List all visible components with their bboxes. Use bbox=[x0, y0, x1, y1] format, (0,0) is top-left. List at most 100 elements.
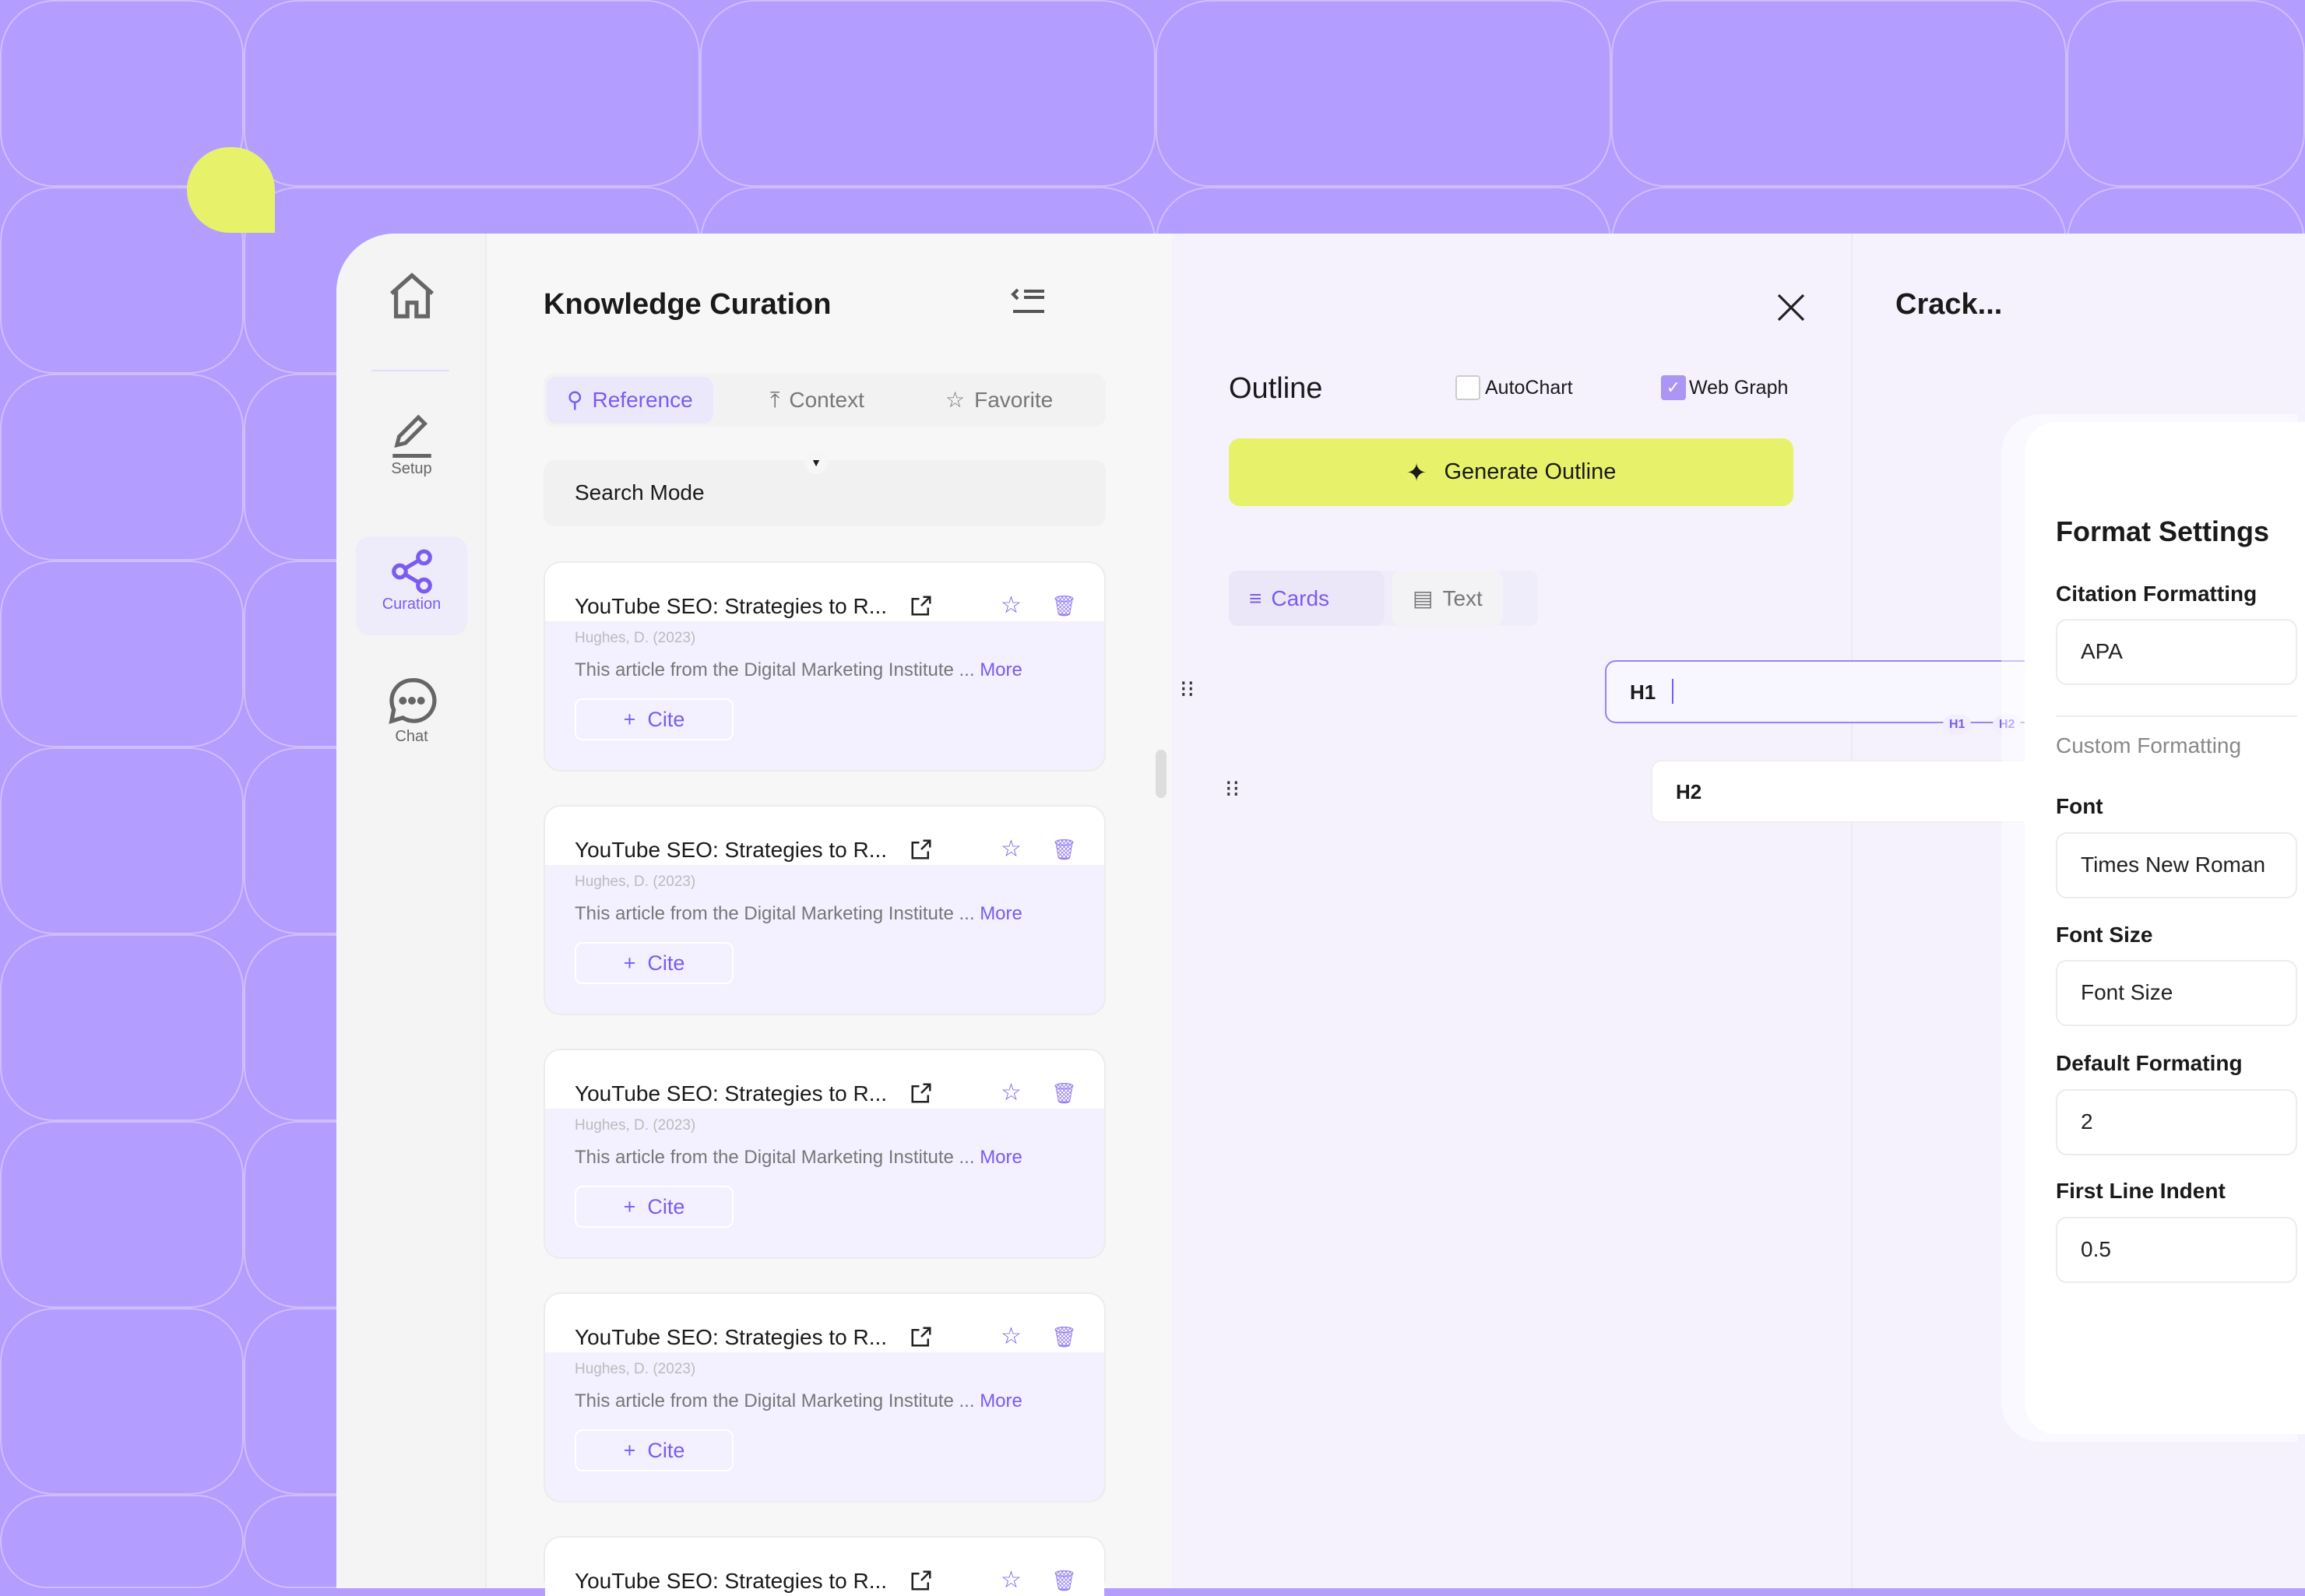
close-icon[interactable] bbox=[1775, 292, 1807, 323]
tab-reference[interactable]: ⚲ Reference bbox=[547, 377, 713, 424]
heading-input[interactable]: H1 bbox=[1630, 680, 1656, 704]
cite-label: Cite bbox=[647, 1439, 685, 1462]
cite-label: Cite bbox=[647, 1195, 685, 1218]
tab-context[interactable]: ⤒ Context bbox=[750, 377, 885, 424]
trash-icon[interactable]: 🗑 bbox=[1051, 1325, 1078, 1348]
star-icon[interactable]: ☆ bbox=[1001, 836, 1022, 862]
sidebar-item-setup[interactable]: Setup bbox=[356, 409, 467, 508]
font-size-label: Font Size bbox=[2056, 923, 2153, 947]
description-text: This article from the Digital Marketing … bbox=[575, 659, 975, 680]
default-formatting-input[interactable]: 2 bbox=[2056, 1089, 2297, 1155]
font-select[interactable]: Times New Roman bbox=[2056, 832, 2297, 898]
card-title[interactable]: YouTube SEO: Strategies to R... bbox=[575, 1081, 888, 1106]
description-text: This article from the Digital Marketing … bbox=[575, 1390, 975, 1411]
background-tile bbox=[700, 0, 1156, 187]
sidebar-item-curation[interactable]: Curation bbox=[356, 536, 467, 635]
star-icon[interactable]: ☆ bbox=[1001, 1324, 1022, 1349]
description-text: This article from the Digital Marketing … bbox=[575, 903, 975, 924]
card-author: Hughes, D. (2023) bbox=[575, 1117, 696, 1134]
tab-label: Reference bbox=[592, 388, 693, 412]
reference-card[interactable]: YouTube SEO: Strategies to R... ☆ 🗑 bbox=[544, 1536, 1106, 1596]
view-tabs: ≡ Cards ▤ Text bbox=[1229, 571, 1538, 626]
search-icon: ⚲ bbox=[567, 388, 583, 412]
background-tile bbox=[0, 374, 244, 561]
citation-label: Citation Formatting bbox=[2056, 582, 2257, 606]
citation-select[interactable]: APA bbox=[2056, 619, 2297, 685]
document-title: Crack... bbox=[1895, 288, 2003, 321]
share-nodes-icon bbox=[391, 549, 432, 594]
outline-title: Outline bbox=[1229, 372, 1323, 405]
trash-icon[interactable]: 🗑 bbox=[1051, 1081, 1078, 1105]
caret-down-icon[interactable]: ▼ bbox=[804, 451, 828, 474]
first-line-indent-input[interactable]: 0.5 bbox=[2056, 1217, 2297, 1283]
external-link-icon[interactable] bbox=[910, 594, 933, 617]
font-size-input[interactable]: Font Size bbox=[2056, 960, 2297, 1026]
trash-icon[interactable]: 🗑 bbox=[1051, 1569, 1078, 1592]
cite-button[interactable]: + Cite bbox=[575, 942, 734, 984]
cite-button[interactable]: + Cite bbox=[575, 1429, 734, 1471]
card-header bbox=[545, 1294, 1104, 1352]
text-cursor bbox=[1672, 679, 1673, 704]
more-link[interactable]: More bbox=[980, 903, 1022, 924]
plus-icon: + bbox=[623, 1439, 636, 1462]
drag-handle-icon[interactable]: ⁝⁝ bbox=[1225, 776, 1240, 802]
card-title[interactable]: YouTube SEO: Strategies to R... bbox=[575, 1325, 888, 1349]
reference-card[interactable]: YouTube SEO: Strategies to R... ☆ 🗑 Hugh… bbox=[544, 1049, 1106, 1259]
source-tabs: ⚲ Reference ⤒ Context ☆ Favorite bbox=[544, 374, 1106, 427]
search-mode-select[interactable]: Search Mode ▼ bbox=[544, 451, 1106, 526]
background-tile bbox=[1611, 0, 2067, 187]
external-link-icon[interactable] bbox=[910, 838, 933, 861]
outline-row-h1[interactable]: H1 H1 H2 bbox=[1605, 660, 2092, 735]
background-tile bbox=[0, 0, 244, 187]
drag-handle-icon[interactable]: ⁝⁝ bbox=[1180, 677, 1195, 702]
scrollbar[interactable] bbox=[1156, 750, 1167, 798]
reference-card[interactable]: YouTube SEO: Strategies to R... ☆ 🗑 Hugh… bbox=[544, 1292, 1106, 1503]
star-icon[interactable]: ☆ bbox=[1001, 1080, 1022, 1106]
star-icon[interactable]: ☆ bbox=[1001, 1567, 1022, 1593]
more-link[interactable]: More bbox=[980, 1147, 1022, 1168]
card-title[interactable]: YouTube SEO: Strategies to R... bbox=[575, 838, 888, 862]
tab-favorite[interactable]: ☆ Favorite bbox=[925, 377, 1073, 424]
background-tile bbox=[0, 1495, 244, 1588]
tab-text[interactable]: ▤ Text bbox=[1392, 571, 1503, 626]
card-title[interactable]: YouTube SEO: Strategies to R... bbox=[575, 594, 888, 618]
star-icon[interactable]: ☆ bbox=[1001, 592, 1022, 618]
generate-outline-button[interactable]: ✦ Generate Outline bbox=[1229, 438, 1793, 506]
heading-input[interactable]: H2 bbox=[1676, 780, 1702, 803]
sidebar-item-chat[interactable]: Chat bbox=[356, 673, 467, 772]
plus-icon: + bbox=[623, 1195, 636, 1218]
level-chip-h2[interactable]: H2 bbox=[1993, 715, 2022, 735]
trash-icon[interactable]: 🗑 bbox=[1051, 838, 1078, 861]
background-tile bbox=[1156, 0, 1611, 187]
background-tile bbox=[0, 747, 244, 934]
external-link-icon[interactable] bbox=[910, 1081, 933, 1105]
sidebar-item-home[interactable] bbox=[356, 269, 467, 367]
first-line-indent-label: First Line Indent bbox=[2056, 1179, 2226, 1203]
reference-card[interactable]: YouTube SEO: Strategies to R... ☆ 🗑 Hugh… bbox=[544, 805, 1106, 1015]
background-tile bbox=[0, 934, 244, 1121]
external-link-icon[interactable] bbox=[910, 1325, 933, 1348]
autochart-label: AutoChart bbox=[1485, 377, 1573, 399]
tab-cards[interactable]: ≡ Cards bbox=[1229, 571, 1385, 626]
card-description: This article from the Digital Marketing … bbox=[575, 1147, 1022, 1169]
more-link[interactable]: More bbox=[980, 659, 1022, 680]
autochart-checkbox[interactable] bbox=[1455, 375, 1480, 400]
trash-icon[interactable]: 🗑 bbox=[1051, 594, 1078, 617]
webgraph-checkbox[interactable]: ✓ bbox=[1661, 375, 1686, 400]
outline-row-h2[interactable]: H2 bbox=[1651, 760, 2092, 823]
reference-card[interactable]: YouTube SEO: Strategies to R... ☆ 🗑 Hugh… bbox=[544, 561, 1106, 772]
cite-button[interactable]: + Cite bbox=[575, 1186, 734, 1228]
external-link-icon[interactable] bbox=[910, 1569, 933, 1592]
card-author: Hughes, D. (2023) bbox=[575, 630, 696, 646]
cite-button[interactable]: + Cite bbox=[575, 698, 734, 740]
sidebar-divider bbox=[371, 370, 449, 371]
decorative-blob bbox=[187, 147, 275, 233]
card-header bbox=[545, 807, 1104, 865]
format-settings-card: Format Settings Citation Formatting APA … bbox=[2025, 422, 2305, 1434]
collapse-panel-icon[interactable] bbox=[1010, 285, 1047, 319]
description-text: This article from the Digital Marketing … bbox=[575, 1147, 975, 1168]
more-link[interactable]: More bbox=[980, 1390, 1022, 1411]
sidebar-label: Curation bbox=[382, 596, 442, 613]
card-title[interactable]: YouTube SEO: Strategies to R... bbox=[575, 1569, 888, 1593]
level-chip-h1[interactable]: H1 bbox=[1943, 715, 1972, 735]
